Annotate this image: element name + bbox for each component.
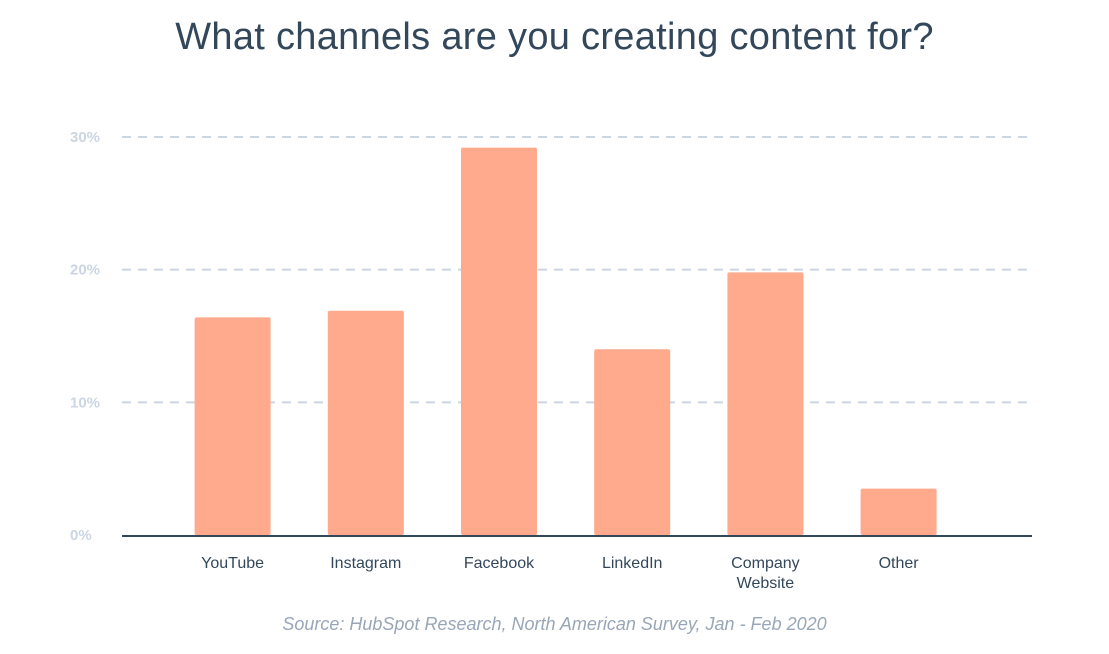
bar [461, 147, 537, 535]
bar [594, 349, 671, 535]
chart-title: What channels are you creating content f… [175, 16, 934, 58]
x-tick-label-line: Other [879, 555, 920, 572]
x-tick-label: Other [879, 555, 920, 572]
x-tick-label-line: Company [731, 555, 799, 572]
y-axis-ticks: 0% 10% 20% 30% [70, 129, 100, 544]
x-tick-label: YouTube [201, 555, 264, 572]
bar [727, 272, 804, 535]
x-axis-labels: YouTube Instagram Facebook LinkedIn Company W… [201, 555, 919, 592]
x-tick-label-line: Facebook [464, 555, 535, 572]
x-tick-label-line: LinkedIn [602, 555, 663, 572]
source-note: Source: HubSpot Research, North American… [282, 614, 827, 634]
x-tick-label-line: Website [737, 575, 795, 592]
bar [860, 488, 937, 535]
x-tick-label: LinkedIn [602, 555, 663, 572]
x-tick-label-line: Instagram [330, 555, 401, 572]
grid-lines [122, 136, 1032, 404]
y-tick-label: 0% [70, 527, 92, 544]
bars [194, 147, 937, 535]
x-tick-label-line: YouTube [201, 555, 264, 572]
bar [327, 310, 404, 535]
x-tick-label: Company Website [731, 555, 799, 592]
x-tick-label: Instagram [330, 555, 401, 572]
y-tick-label: 20% [70, 262, 100, 279]
y-tick-label: 30% [70, 129, 100, 146]
x-tick-label: Facebook [464, 555, 535, 572]
bar [194, 317, 271, 535]
y-tick-label: 10% [70, 394, 100, 411]
